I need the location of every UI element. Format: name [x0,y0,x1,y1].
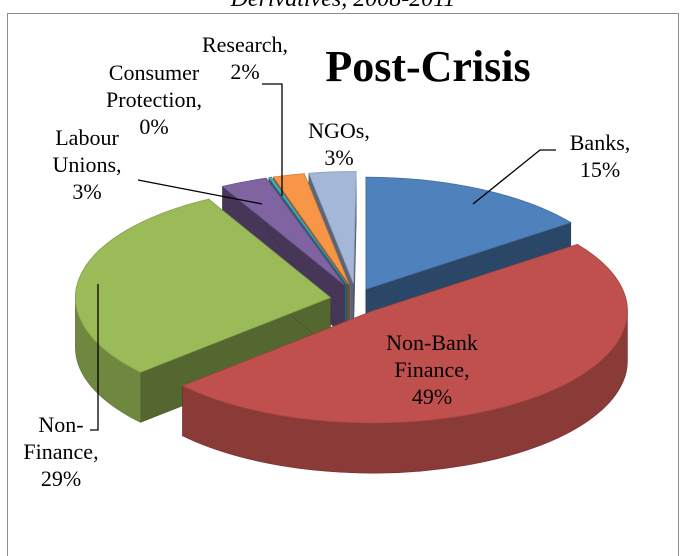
data-label-line: Finance, [23,439,98,464]
leader-line [262,83,283,196]
data-label-line: NGOs, [308,118,370,143]
data-label-line: 0% [139,114,168,139]
data-label-line: Protection, [106,87,202,112]
leader-line [472,149,556,205]
data-label-line: Labour [55,125,119,150]
data-label-ngos: NGOs, 3% [308,118,370,170]
data-label-line: 49% [412,384,452,409]
data-label-labour-unions: Labour Unions, 3% [52,125,121,204]
data-label-line: 15% [580,157,620,182]
chart-title: Post-Crisis [325,42,530,91]
data-label-line: Unions, [52,152,121,177]
data-label-research: Research, 2% [202,32,288,84]
data-label-line: Consumer [109,60,200,85]
data-label-non-bank-finance: Non-Bank Finance, 49% [386,330,478,409]
data-label-line: 2% [230,59,259,84]
data-label-line: Research, [202,32,288,57]
leader-lines [90,83,556,431]
pie-slices [74,171,628,474]
data-label-non-finance: Non-Finance, 29% [23,412,98,491]
data-label-banks: Banks, 15% [570,130,631,182]
data-label-consumer-protection: Consumer Protection, 0% [106,60,202,139]
data-label-line: Non- [38,412,83,437]
data-label-line: Banks, [570,130,631,155]
leader-line [137,179,263,205]
chart-header-caption: Derivatives, 2008-2011 [0,0,686,13]
data-label-line: Finance, [394,357,469,382]
data-label-line: Non-Bank [386,330,478,355]
leader-line [90,284,99,431]
data-label-line: 29% [41,466,81,491]
pie-slice-non-bank-finance [181,243,628,474]
data-label-line: 3% [72,179,101,204]
data-label-line: 3% [324,145,353,170]
data-labels: Banks, 15%Non-Bank Finance, 49%Non-Finance,… [23,32,630,491]
